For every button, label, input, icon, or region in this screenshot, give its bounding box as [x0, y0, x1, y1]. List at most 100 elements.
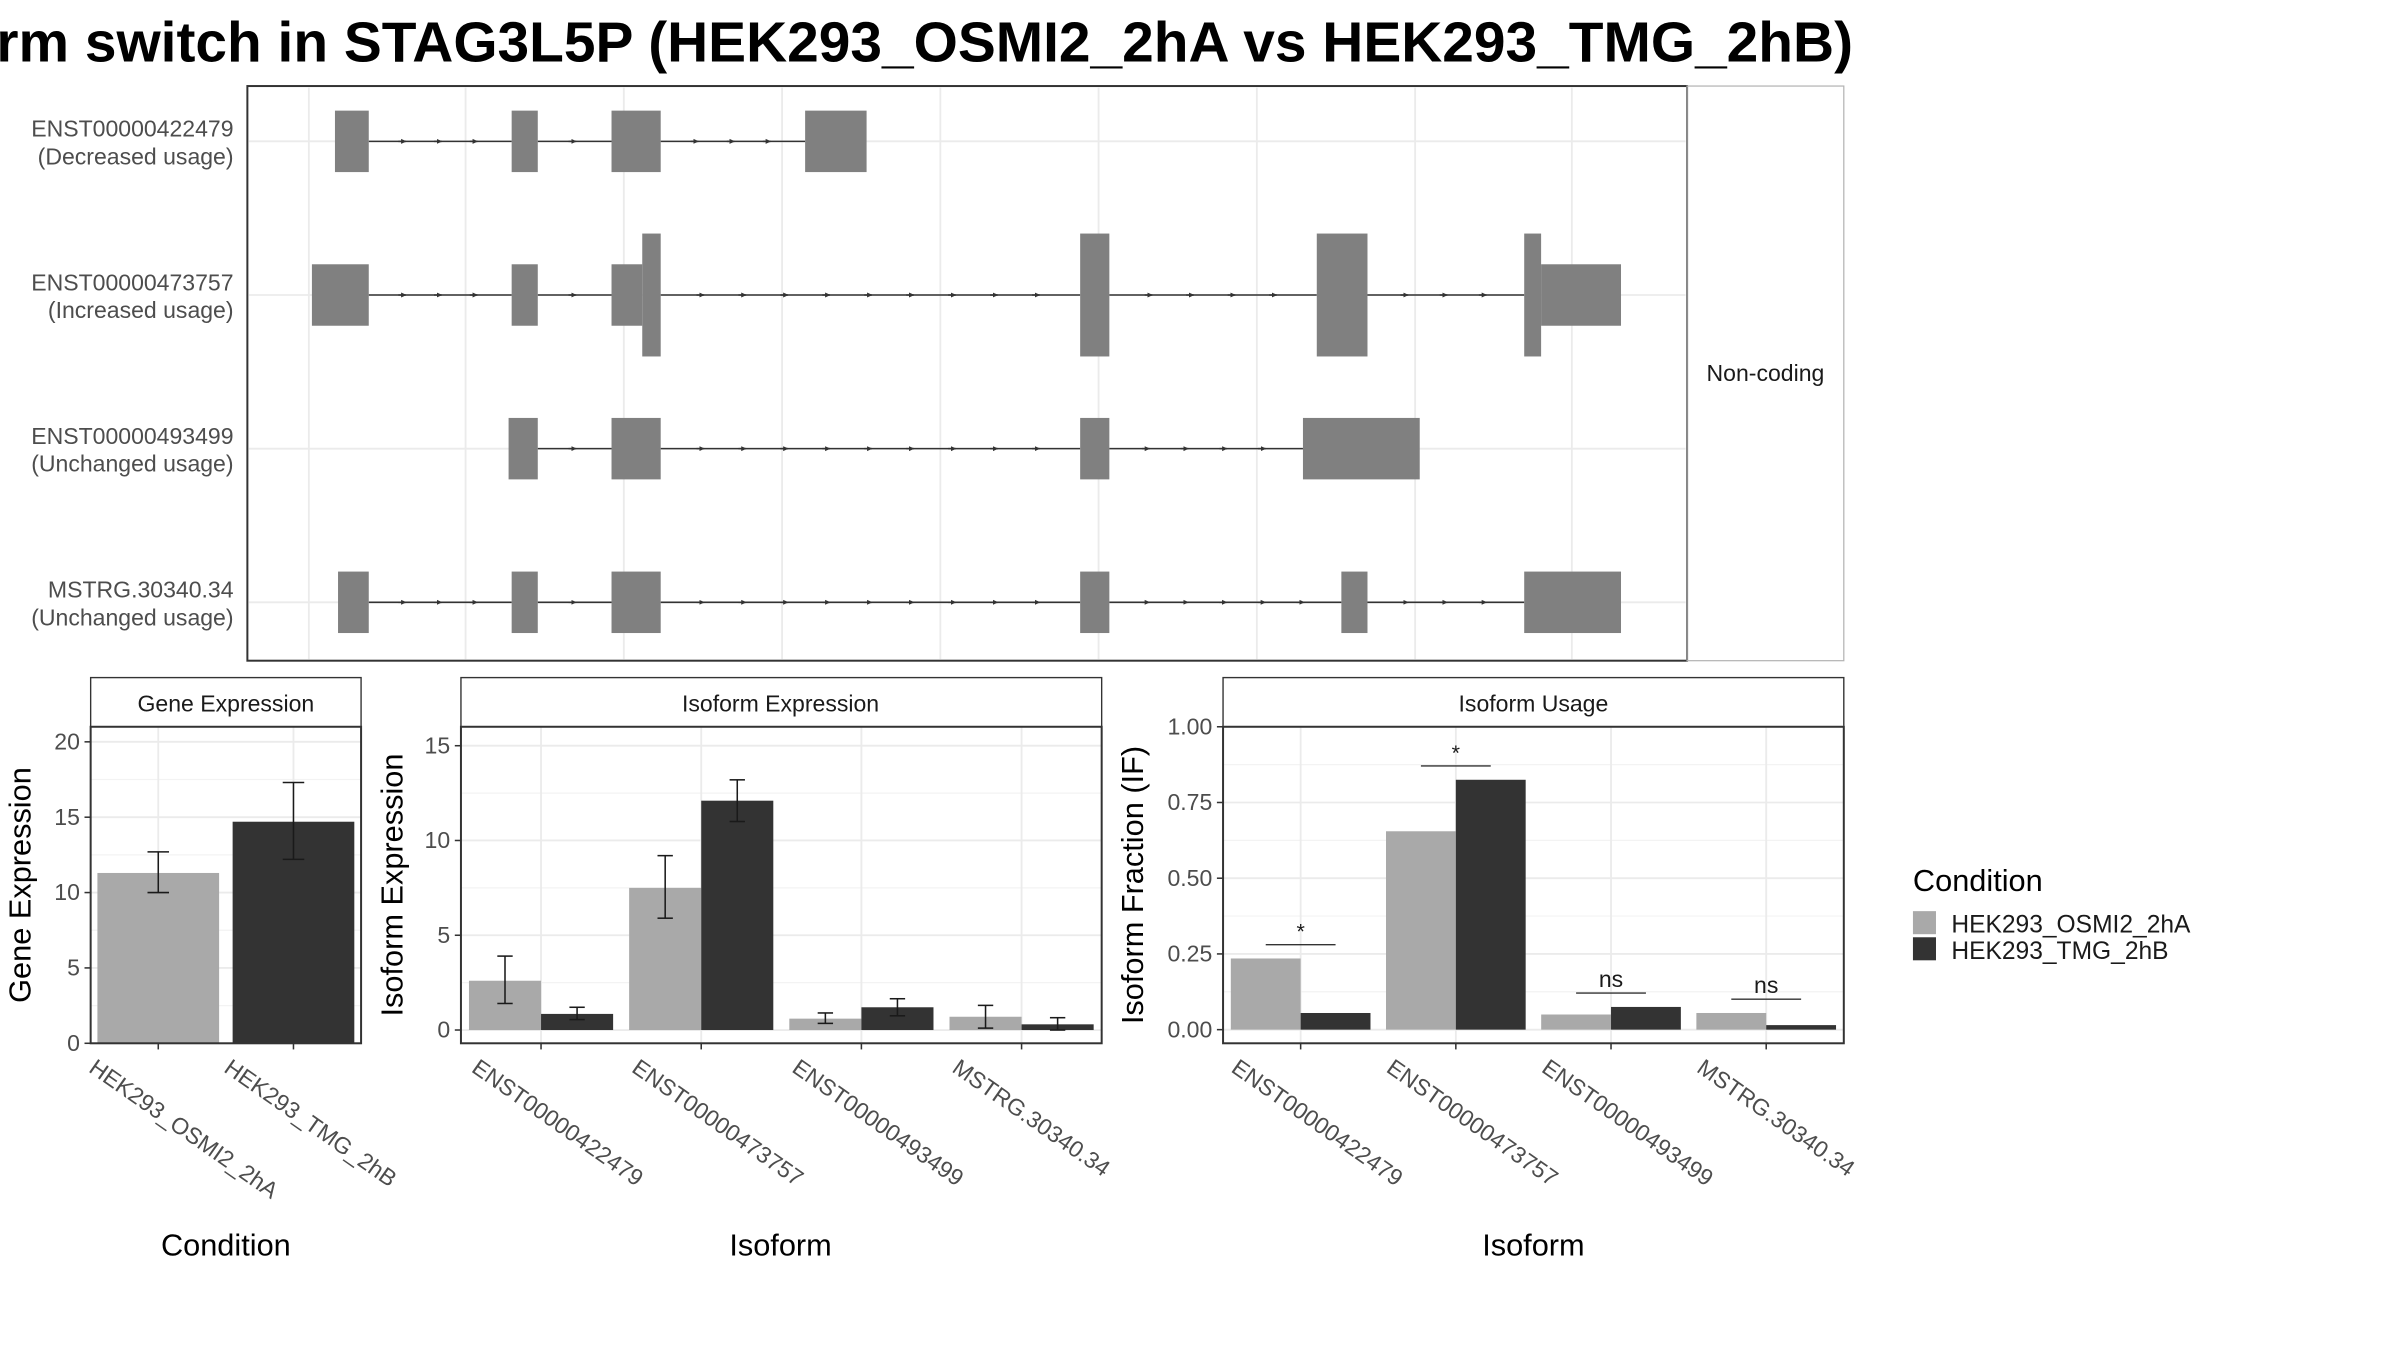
- panel-border: [1222, 725, 1845, 1045]
- transcript-track: [311, 233, 1622, 357]
- panel-x-axis-label: Condition: [161, 1227, 291, 1262]
- exon-block: [611, 417, 661, 480]
- x-tick-label: MSTRG.30340.34: [1693, 1054, 1860, 1182]
- exon-block: [338, 571, 369, 634]
- transcript-track: [338, 571, 1622, 634]
- transcript-label-id: ENST00000422479: [31, 116, 233, 142]
- y-tick-label: 0: [67, 1030, 80, 1056]
- y-tick-label: 20: [54, 729, 80, 755]
- bar: [1766, 1025, 1837, 1030]
- panel-y-ticks: 0 5 10 15: [425, 732, 461, 1043]
- exon-block: [1541, 264, 1622, 326]
- bar: [861, 1007, 934, 1031]
- significance-label: *: [1296, 920, 1305, 944]
- bar: [1455, 779, 1526, 1030]
- x-tick-label: ENST00000473757: [1382, 1054, 1563, 1191]
- panel-significance: * * ns ns: [1265, 741, 1802, 1000]
- exon-block: [1080, 571, 1110, 634]
- bar: [789, 1018, 862, 1031]
- exon-block: [611, 264, 643, 326]
- legend-label-condition-b: HEK293_TMG_2hB: [1951, 938, 2168, 965]
- panel-strip-title: Isoform Expression: [682, 690, 879, 716]
- y-tick-label: 0: [437, 1017, 450, 1043]
- y-tick-label: 15: [425, 732, 451, 758]
- bar: [1611, 1006, 1681, 1030]
- figure-title: The isoform switch in STAG3L5P (HEK293_O…: [0, 10, 1854, 74]
- exon-block: [511, 110, 538, 173]
- exon-block: [1302, 417, 1420, 480]
- legend-title: Condition: [1913, 863, 2043, 898]
- figure-title-box: The isoform switch in STAG3L5P (HEK293_O…: [0, 5, 1853, 82]
- legend-label-condition-a: HEK293_OSMI2_2hA: [1951, 912, 2191, 939]
- significance-label: ns: [1599, 966, 1623, 992]
- x-tick-label: ENST00000493499: [788, 1054, 969, 1191]
- transcript-panel-background: [247, 86, 1688, 661]
- x-tick-label: MSTRG.30340.34: [948, 1054, 1115, 1182]
- panel-bars: [468, 779, 1094, 1031]
- y-tick-label: 10: [54, 879, 80, 905]
- x-tick-label: ENST00000422479: [467, 1054, 648, 1191]
- facet-label-noncoding: Non-coding: [1707, 360, 1825, 386]
- panel-strip: [89, 676, 362, 728]
- panel-x-axis-label: Isoform: [729, 1227, 831, 1262]
- panel-x-ticks: ENST00000422479ENST00000473757ENST000004…: [1227, 1043, 1860, 1191]
- exon-block: [334, 110, 369, 173]
- bar: [1300, 1012, 1371, 1030]
- y-tick-label: 0.75: [1167, 789, 1212, 815]
- x-tick-label: ENST00000422479: [1227, 1054, 1408, 1191]
- exon-block: [511, 264, 538, 326]
- transcript-track: [508, 417, 1420, 480]
- transcript-label-usage: (Unchanged usage): [31, 604, 233, 630]
- exon-block: [805, 110, 867, 173]
- transcript-label-id: ENST00000493499: [31, 423, 233, 449]
- significance-label: *: [1452, 741, 1461, 765]
- transcript-panel: Non-coding ENST00000422479 (Decreased us…: [31, 85, 1845, 662]
- x-tick-label: ENST00000473757: [628, 1054, 809, 1191]
- exon-block: [642, 233, 661, 357]
- panel-border: [89, 725, 363, 1045]
- panel-y-ticks: 0 5 10 15 20: [54, 729, 91, 1056]
- y-tick-label: 1.00: [1167, 713, 1212, 739]
- significance-label: ns: [1754, 972, 1778, 998]
- transcript-label-usage: (Increased usage): [48, 297, 234, 323]
- panel-background: [1223, 726, 1844, 1044]
- exon-block: [511, 571, 538, 634]
- transcript-track: [334, 110, 867, 173]
- legend-swatch-condition-a: [1912, 911, 1936, 935]
- x-tick-label: ENST00000493499: [1537, 1054, 1718, 1191]
- isoform-expression-panel: Isoform Expression 0 5 10 15 ENST0000042247…: [375, 676, 1115, 1262]
- panel-bars: [97, 781, 355, 1044]
- isoform-usage-panel: Isoform Usage * * ns ns 0.00 0.25 0.50 0.75 1.0…: [1115, 676, 1860, 1262]
- exon-block: [611, 571, 661, 634]
- transcript-tracks: [311, 110, 1622, 634]
- y-tick-label: 0.00: [1167, 1016, 1212, 1042]
- exon-block: [1080, 233, 1110, 357]
- y-tick-label: 5: [437, 922, 450, 948]
- y-tick-label: 5: [67, 955, 80, 981]
- bar: [97, 872, 220, 1044]
- panel-background: [460, 726, 1102, 1044]
- exon-block: [1080, 417, 1110, 480]
- gene-expression-panel: Gene Expression 0 5 10 15 20 HEK293_OSMI2_2h…: [3, 676, 402, 1262]
- y-tick-label: 15: [54, 804, 80, 830]
- panel-y-axis-label: Gene Expression: [3, 767, 38, 1003]
- y-tick-label: 10: [425, 827, 451, 853]
- y-tick-label: 0.50: [1167, 865, 1212, 891]
- panel-x-ticks: ENST00000422479ENST00000473757ENST000004…: [467, 1043, 1115, 1191]
- bar: [541, 1013, 614, 1031]
- panel-strip-title: Isoform Usage: [1459, 690, 1609, 716]
- panel-border: [459, 725, 1103, 1045]
- transcript-label-usage: (Decreased usage): [38, 143, 234, 169]
- exon-block: [508, 417, 538, 480]
- panel-bars: [1230, 779, 1837, 1030]
- transcript-label-id: MSTRG.30340.34: [48, 577, 234, 603]
- exon-block: [311, 264, 369, 326]
- exon-block: [1524, 233, 1542, 357]
- panel-strip: [460, 676, 1103, 728]
- exon-block: [1341, 571, 1368, 634]
- bar: [1541, 1014, 1612, 1030]
- transcript-label-id: ENST00000473757: [31, 269, 233, 295]
